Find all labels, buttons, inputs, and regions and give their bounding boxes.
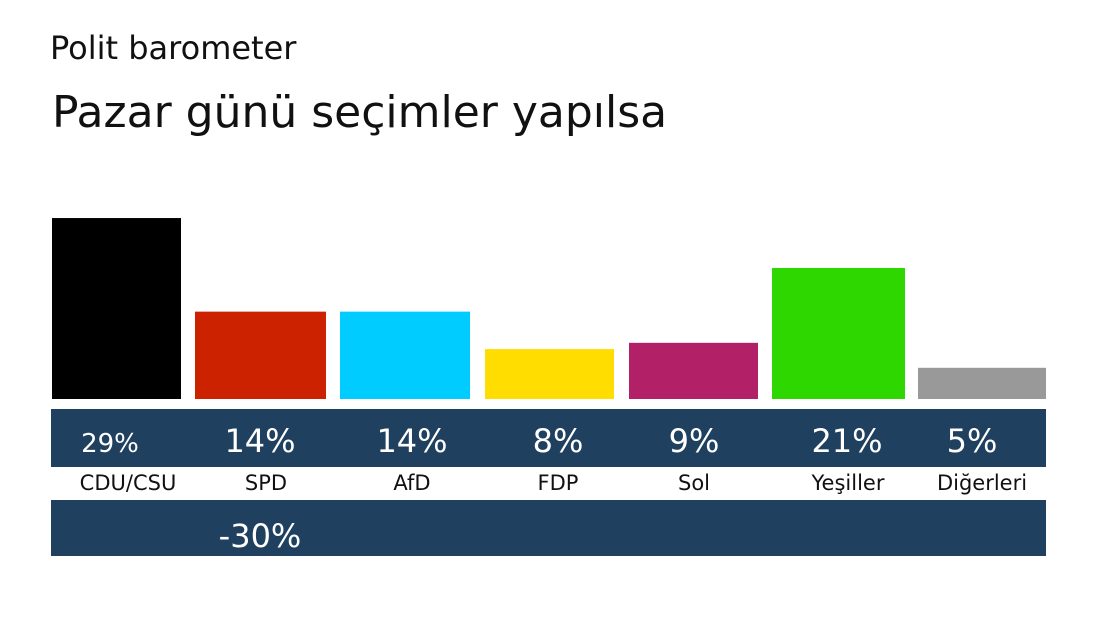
bar-3 [485,349,614,399]
category-label-4: Sol [678,471,710,495]
change-band [51,500,1046,556]
category-label-6: Diğerleri [937,471,1027,495]
value-label-4: 9% [669,422,720,460]
category-label-0: CDU/CSU [80,471,177,495]
value-label-5: 21% [811,422,882,460]
change-label-1: -30% [219,517,302,555]
chart-subtitle: Polit barometer [50,29,297,67]
bar-2 [340,311,470,399]
bar-5 [772,267,905,399]
category-label-2: AfD [393,471,430,495]
category-label-3: FDP [538,471,579,495]
value-label-2: 14% [376,422,447,460]
value-label-1: 14% [224,422,295,460]
category-label-1: SPD [245,471,287,495]
value-label-3: 8% [533,422,584,460]
chart-title: Pazar günü seçimler yapılsa [52,87,668,138]
category-label-5: Yeşiller [811,471,885,495]
bar-6 [918,367,1046,399]
bar-1 [195,311,326,399]
value-label-0: 29% [81,429,139,459]
bar-4 [629,342,758,399]
value-label-6: 5% [947,422,998,460]
bar-0 [52,218,181,399]
value-band [51,409,1046,467]
